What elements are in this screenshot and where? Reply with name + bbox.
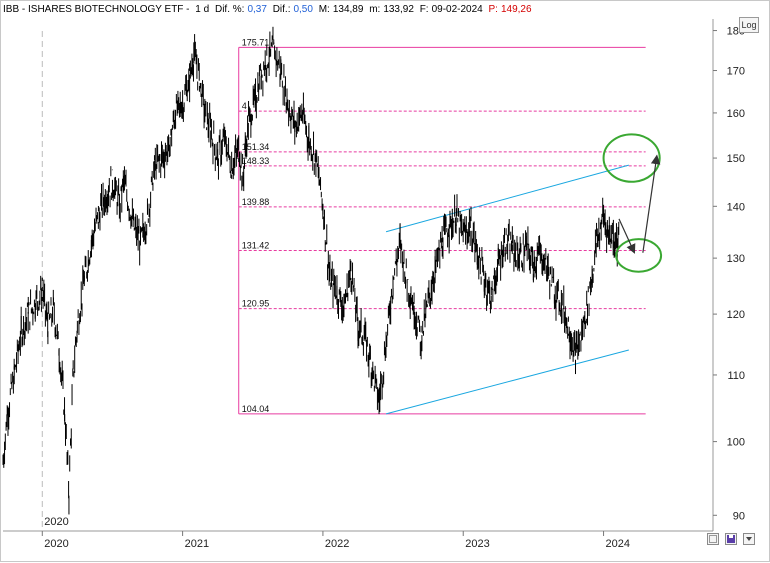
x-tick-label: 2023 — [465, 538, 489, 550]
fib-level-label: 120.95 — [242, 299, 270, 309]
y-tick-label: 120 — [727, 309, 745, 321]
year-marker-label: 2020 — [44, 516, 68, 528]
min-value: 133,92 — [383, 4, 414, 15]
chart-frame — [3, 19, 714, 532]
max-value: 134,89 — [332, 4, 364, 15]
fib-level-label: 104.04 — [242, 404, 270, 414]
y-tick-label: 140 — [727, 201, 745, 213]
y-tick-label: 170 — [727, 66, 745, 78]
annotations[interactable] — [602, 133, 663, 273]
chart-header: IBB - ISHARES BIOTECHNOLOGY ETF - 1 d Di… — [3, 3, 535, 17]
y-tick-label: 90 — [733, 510, 745, 522]
x-tick-label: 2024 — [606, 538, 630, 550]
period-label: 1 d — [195, 4, 210, 15]
diff-label: Dif.: — [272, 4, 291, 15]
diff-value: 0,50 — [293, 4, 313, 15]
chart-settings-icon[interactable] — [707, 533, 719, 545]
min-label: m: — [369, 4, 381, 15]
channel-line[interactable] — [385, 164, 629, 233]
projection-arrow[interactable] — [618, 218, 636, 254]
diff-pct-label: Dif. %: — [214, 4, 245, 15]
x-axis: 2020 2021 2022 2023 2024 2020 — [41, 31, 630, 550]
fibonacci-retracement[interactable]: 175.71 4 151.34 148.33 139.88 131.42 120.95 104… — [238, 37, 646, 415]
fib-level-label: 4 — [242, 101, 247, 111]
max-label: M: — [318, 4, 330, 15]
fib-level-label: 151.34 — [242, 142, 270, 152]
y-tick-label: 150 — [727, 153, 745, 165]
target-ellipse[interactable] — [615, 238, 663, 273]
x-tick-label: 2021 — [185, 538, 209, 550]
fib-level-label: 131.42 — [242, 241, 270, 251]
fib-level-label: 139.88 — [242, 197, 270, 207]
fib-level-label: 175.71 — [242, 37, 270, 47]
date-value: 09-02-2024 — [431, 4, 483, 15]
x-tick-label: 2020 — [44, 538, 68, 550]
diff-pct-value: 0,37 — [247, 4, 267, 15]
dropdown-arrow-icon[interactable] — [743, 533, 755, 545]
trend-channel[interactable] — [385, 164, 629, 415]
y-tick-label: 130 — [727, 253, 745, 265]
y-tick-label: 160 — [727, 108, 745, 120]
channel-line[interactable] — [385, 349, 629, 415]
save-icon[interactable] — [725, 533, 737, 545]
price-value: 149,26 — [500, 4, 532, 15]
target-ellipse[interactable] — [602, 133, 661, 183]
ticker-label: IBB - ISHARES BIOTECHNOLOGY ETF - — [3, 4, 190, 15]
x-tick-label: 2022 — [325, 538, 349, 550]
y-tick-label: 100 — [727, 437, 745, 449]
y-tick-label: 110 — [727, 370, 745, 382]
projection-arrow[interactable] — [642, 154, 661, 253]
fib-level-label: 148.33 — [242, 156, 270, 166]
price-bars — [2, 26, 620, 515]
log-scale-button[interactable]: Log — [739, 17, 759, 33]
price-label: P: — [488, 4, 498, 15]
date-label: F: — [419, 4, 429, 15]
